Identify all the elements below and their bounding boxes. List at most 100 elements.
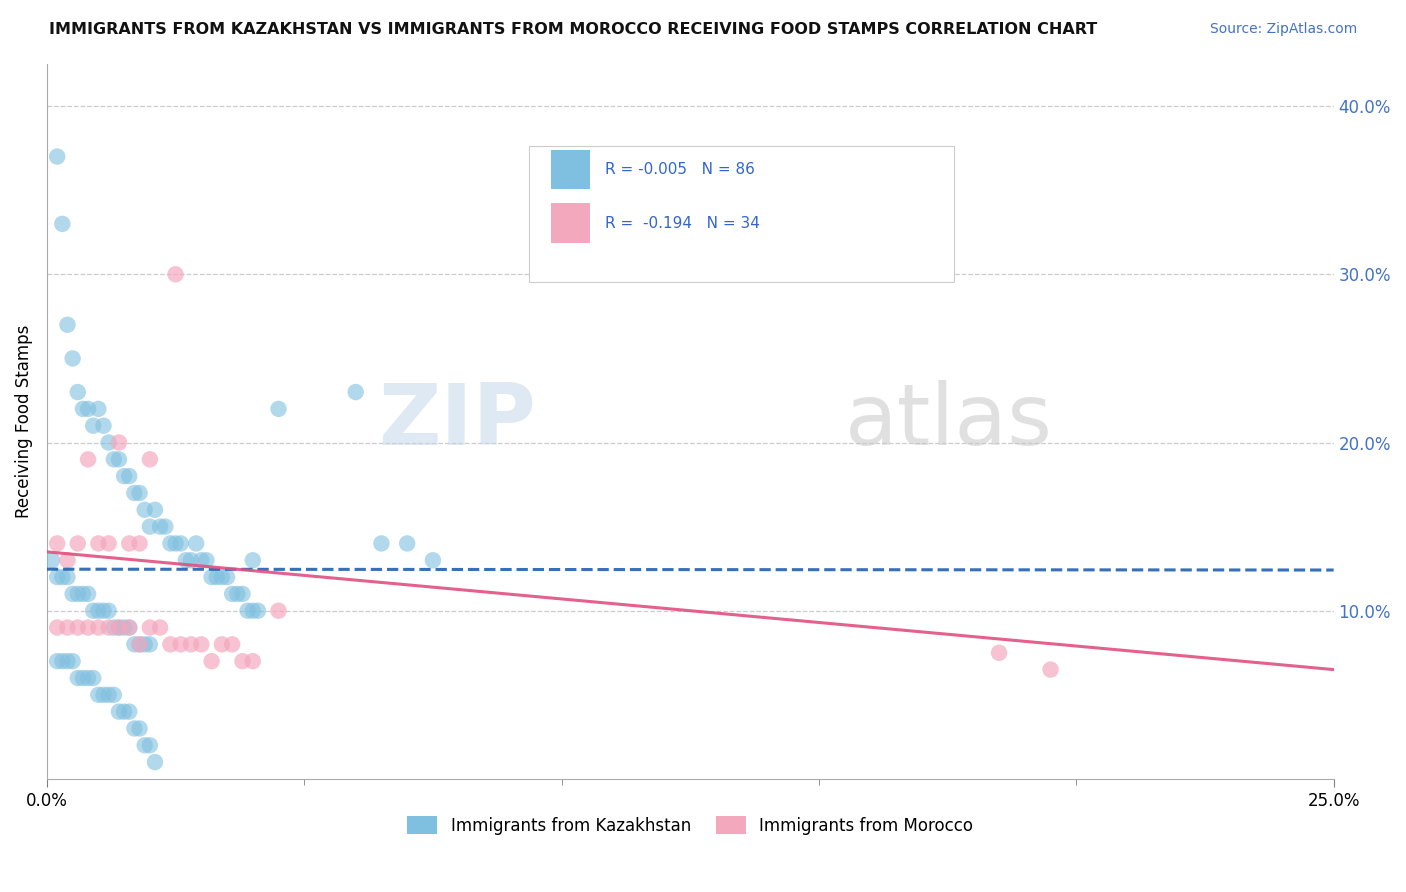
Point: [149, 519, 172, 533]
Point: [190, 637, 212, 651]
Point: [108, 435, 131, 450]
Point: [66, 385, 89, 400]
Point: [155, 519, 177, 533]
Point: [118, 705, 141, 719]
Point: [396, 536, 419, 550]
Point: [170, 637, 193, 651]
Point: [215, 570, 238, 584]
Point: [124, 486, 146, 500]
Point: [170, 536, 193, 550]
Point: [211, 570, 233, 584]
Point: [231, 654, 253, 668]
Point: [97, 688, 120, 702]
Point: [1039, 663, 1062, 677]
Point: [66, 536, 89, 550]
Point: [128, 536, 150, 550]
Point: [77, 401, 100, 416]
Point: [422, 553, 444, 567]
Point: [180, 553, 202, 567]
Point: [242, 553, 264, 567]
Point: [242, 654, 264, 668]
Point: [134, 503, 156, 517]
Point: [108, 621, 131, 635]
Point: [231, 587, 253, 601]
Point: [139, 452, 162, 467]
Point: [62, 587, 84, 601]
Point: [174, 553, 197, 567]
Point: [112, 621, 135, 635]
Point: [149, 621, 172, 635]
Point: [108, 705, 131, 719]
Y-axis label: Receiving Food Stamps: Receiving Food Stamps: [15, 325, 32, 518]
Point: [118, 536, 141, 550]
Point: [82, 418, 104, 433]
Point: [134, 637, 156, 651]
Point: [87, 688, 110, 702]
Point: [66, 621, 89, 635]
Point: [97, 621, 120, 635]
Point: [211, 637, 233, 651]
Point: [139, 637, 162, 651]
Point: [46, 150, 69, 164]
Point: [93, 688, 115, 702]
Point: [97, 435, 120, 450]
Text: R =  -0.194   N = 34: R = -0.194 N = 34: [606, 216, 761, 231]
Point: [128, 637, 150, 651]
Point: [159, 637, 181, 651]
Point: [267, 604, 290, 618]
Point: [56, 318, 79, 332]
Point: [200, 654, 222, 668]
Point: [112, 705, 135, 719]
Point: [87, 621, 110, 635]
Point: [103, 452, 125, 467]
Text: ZIP: ZIP: [378, 380, 536, 463]
Text: Source: ZipAtlas.com: Source: ZipAtlas.com: [1209, 22, 1357, 37]
Point: [56, 621, 79, 635]
Point: [82, 671, 104, 685]
Point: [267, 401, 290, 416]
Point: [56, 570, 79, 584]
Point: [72, 671, 94, 685]
Point: [103, 621, 125, 635]
Point: [62, 654, 84, 668]
Point: [56, 654, 79, 668]
Point: [165, 536, 187, 550]
Point: [139, 739, 162, 753]
Point: [988, 646, 1011, 660]
Point: [124, 722, 146, 736]
Point: [195, 553, 218, 567]
Point: [51, 570, 73, 584]
Point: [87, 536, 110, 550]
Point: [97, 536, 120, 550]
Point: [165, 268, 187, 282]
FancyBboxPatch shape: [530, 146, 955, 282]
Point: [200, 570, 222, 584]
Point: [159, 536, 181, 550]
Point: [87, 401, 110, 416]
Point: [93, 418, 115, 433]
Point: [108, 621, 131, 635]
Point: [51, 217, 73, 231]
Point: [128, 722, 150, 736]
Point: [97, 604, 120, 618]
Point: [205, 570, 228, 584]
Point: [128, 486, 150, 500]
Point: [143, 503, 166, 517]
Point: [46, 654, 69, 668]
Point: [77, 671, 100, 685]
Point: [72, 401, 94, 416]
Point: [128, 637, 150, 651]
Point: [246, 604, 269, 618]
Point: [77, 621, 100, 635]
Point: [66, 671, 89, 685]
Point: [46, 570, 69, 584]
Point: [112, 469, 135, 483]
Point: [82, 604, 104, 618]
FancyBboxPatch shape: [551, 150, 591, 189]
Point: [66, 587, 89, 601]
Point: [221, 637, 243, 651]
Point: [62, 351, 84, 366]
Point: [103, 688, 125, 702]
Point: [190, 553, 212, 567]
Point: [46, 536, 69, 550]
